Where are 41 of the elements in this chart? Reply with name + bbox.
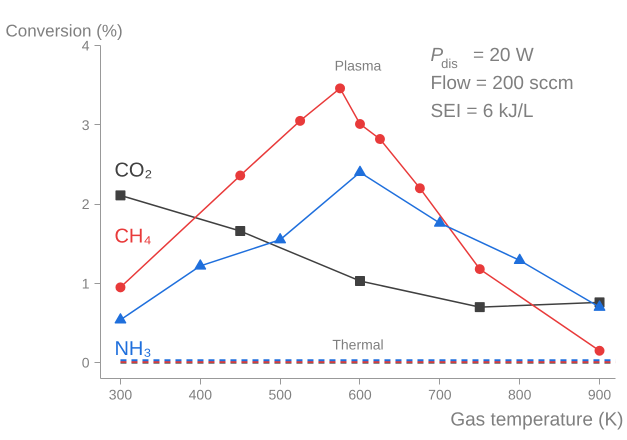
point bbox=[354, 276, 365, 286]
x-tick-label: 300 bbox=[108, 386, 132, 402]
point bbox=[115, 190, 126, 200]
x-tick-label: 700 bbox=[428, 386, 452, 402]
annotation: SEI = 6 kJ/L bbox=[430, 101, 534, 122]
point bbox=[594, 346, 605, 356]
point bbox=[414, 183, 425, 194]
annotation: Thermal bbox=[332, 336, 384, 352]
point bbox=[474, 302, 485, 312]
point bbox=[235, 226, 246, 236]
point bbox=[594, 300, 606, 311]
point bbox=[194, 259, 206, 270]
y-tick-label: 4 bbox=[82, 38, 90, 54]
x-tick-label: 900 bbox=[588, 386, 612, 402]
series-label: CH₄ bbox=[114, 225, 152, 248]
series-label: NH₃ bbox=[114, 338, 152, 360]
point bbox=[295, 116, 306, 126]
point bbox=[115, 282, 126, 292]
series-label: CO₂ bbox=[114, 159, 152, 182]
x-tick-label: 500 bbox=[268, 386, 292, 402]
point bbox=[374, 134, 385, 144]
point bbox=[335, 83, 346, 94]
point bbox=[434, 216, 446, 227]
point bbox=[114, 312, 126, 324]
y-axis-title: Conversion (%) bbox=[6, 22, 123, 40]
x-axis-title: Gas temperature (K) bbox=[450, 410, 624, 430]
y-tick-label: 2 bbox=[82, 196, 90, 212]
point bbox=[514, 254, 526, 264]
y-tick-label: 3 bbox=[82, 116, 90, 133]
point bbox=[354, 119, 365, 129]
x-tick-label: 400 bbox=[188, 386, 212, 402]
point bbox=[274, 232, 286, 244]
y-tick-label: 0 bbox=[82, 354, 90, 371]
point bbox=[474, 264, 485, 274]
y-tick-label: 1 bbox=[82, 275, 90, 292]
x-tick-label: 600 bbox=[348, 386, 372, 402]
point bbox=[354, 166, 366, 176]
annotation: Flow = 200 sccm bbox=[430, 73, 574, 94]
annotation: Plasma bbox=[334, 58, 382, 74]
x-tick-label: 800 bbox=[508, 386, 532, 402]
point bbox=[235, 170, 246, 181]
